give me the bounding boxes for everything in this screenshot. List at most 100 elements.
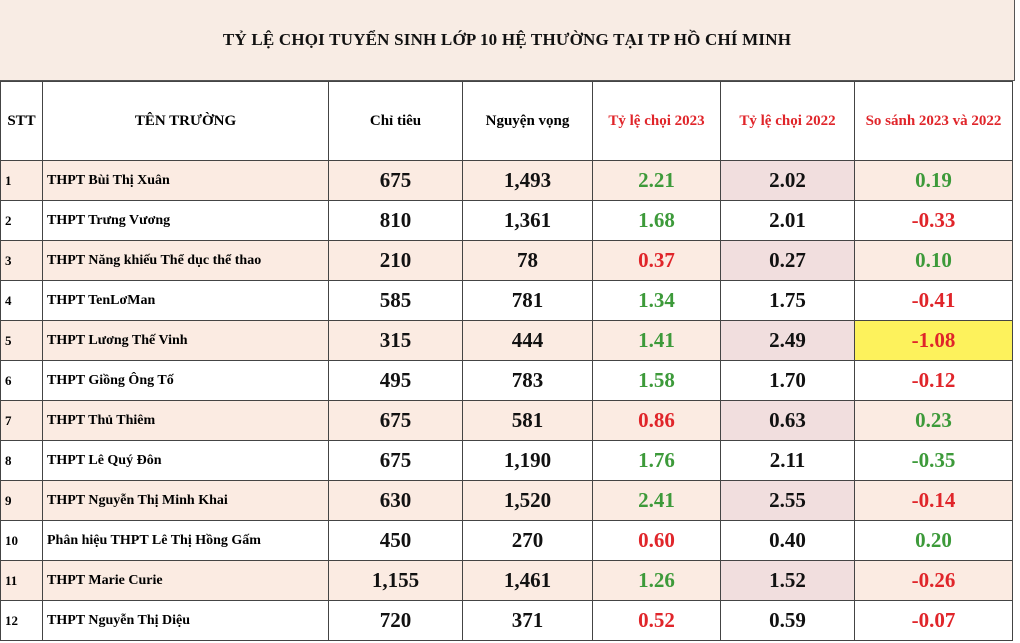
quota-cell[interactable]: 720 (328, 600, 463, 641)
ratio-2023-cell[interactable]: 1.26 (592, 560, 721, 601)
school-name-cell[interactable]: THPT Giồng Ông Tố (42, 360, 329, 401)
wishes-cell[interactable]: 783 (462, 360, 593, 401)
compare-cell[interactable]: 0.10 (854, 240, 1013, 281)
ratio-2022-cell[interactable]: 1.52 (720, 560, 855, 601)
header-stt: STT (0, 81, 43, 161)
school-name-cell[interactable]: THPT TenLơMan (42, 280, 329, 321)
quota-cell[interactable]: 495 (328, 360, 463, 401)
table-row: 1 THPT Bùi Thị Xuân 675 1,493 2.21 2.02 0.19 (0, 160, 1013, 201)
wishes-cell[interactable]: 444 (462, 320, 593, 361)
table-row: 10 Phân hiệu THPT Lê Thị Hồng Gấm 450 270 0.… (0, 520, 1013, 561)
table-row: 9 THPT Nguyễn Thị Minh Khai 630 1,520 2.41 2.… (0, 480, 1013, 521)
row-number-cell[interactable]: 8 (0, 440, 43, 481)
row-number-cell[interactable]: 4 (0, 280, 43, 321)
school-name-cell[interactable]: THPT Thủ Thiêm (42, 400, 329, 441)
ratio-2022-cell[interactable]: 2.55 (720, 480, 855, 521)
compare-cell[interactable]: -1.08 (854, 320, 1013, 361)
wishes-cell[interactable]: 1,361 (462, 200, 593, 241)
table-row: 11 THPT Marie Curie 1,155 1,461 1.26 1.52 -0.2… (0, 560, 1013, 601)
row-number-cell[interactable]: 1 (0, 160, 43, 201)
ratio-2023-cell[interactable]: 2.21 (592, 160, 721, 201)
school-name-cell[interactable]: THPT Bùi Thị Xuân (42, 160, 329, 201)
ratio-2023-cell[interactable]: 1.68 (592, 200, 721, 241)
ratio-2022-cell[interactable]: 0.59 (720, 600, 855, 641)
quota-cell[interactable]: 675 (328, 400, 463, 441)
row-number-cell[interactable]: 5 (0, 320, 43, 361)
ratio-2023-cell[interactable]: 1.34 (592, 280, 721, 321)
compare-cell[interactable]: -0.26 (854, 560, 1013, 601)
school-name-cell[interactable]: THPT Trưng Vương (42, 200, 329, 241)
compare-cell[interactable]: -0.12 (854, 360, 1013, 401)
ratio-2022-cell[interactable]: 0.40 (720, 520, 855, 561)
wishes-cell[interactable]: 1,493 (462, 160, 593, 201)
ratio-2022-cell[interactable]: 1.75 (720, 280, 855, 321)
compare-cell[interactable]: -0.33 (854, 200, 1013, 241)
row-number-cell[interactable]: 7 (0, 400, 43, 441)
school-name-cell[interactable]: THPT Nguyễn Thị Minh Khai (42, 480, 329, 521)
row-number-cell[interactable]: 9 (0, 480, 43, 521)
sheet-title: TỶ LỆ CHỌI TUYỂN SINH LỚP 10 HỆ THƯỜNG T… (0, 0, 1015, 81)
ratio-2022-cell[interactable]: 2.01 (720, 200, 855, 241)
quota-cell[interactable]: 450 (328, 520, 463, 561)
ratio-2023-cell[interactable]: 0.37 (592, 240, 721, 281)
admission-ratio-table: STT TÊN TRƯỜNG Chỉ tiêu Nguyện vọng Tỷ l… (0, 81, 1013, 641)
compare-cell[interactable]: 0.19 (854, 160, 1013, 201)
wishes-cell[interactable]: 781 (462, 280, 593, 321)
quota-cell[interactable]: 810 (328, 200, 463, 241)
quota-cell[interactable]: 210 (328, 240, 463, 281)
wishes-cell[interactable]: 270 (462, 520, 593, 561)
ratio-2023-cell[interactable]: 1.58 (592, 360, 721, 401)
ratio-2023-cell[interactable]: 0.52 (592, 600, 721, 641)
header-quota: Chỉ tiêu (328, 81, 463, 161)
school-name-cell[interactable]: THPT Lương Thế Vinh (42, 320, 329, 361)
compare-cell[interactable]: -0.35 (854, 440, 1013, 481)
quota-cell[interactable]: 585 (328, 280, 463, 321)
table-row: 7 THPT Thủ Thiêm 675 581 0.86 0.63 0.23 (0, 400, 1013, 441)
ratio-2022-cell[interactable]: 2.49 (720, 320, 855, 361)
wishes-cell[interactable]: 1,461 (462, 560, 593, 601)
row-number-cell[interactable]: 10 (0, 520, 43, 561)
header-ratio-2022: Tỷ lệ chọi 2022 (720, 81, 855, 161)
wishes-cell[interactable]: 1,520 (462, 480, 593, 521)
compare-cell[interactable]: 0.23 (854, 400, 1013, 441)
ratio-2022-cell[interactable]: 0.27 (720, 240, 855, 281)
ratio-2023-cell[interactable]: 2.41 (592, 480, 721, 521)
ratio-2023-cell[interactable]: 1.76 (592, 440, 721, 481)
row-number-cell[interactable]: 11 (0, 560, 43, 601)
school-name-cell[interactable]: THPT Lê Quý Đôn (42, 440, 329, 481)
quota-cell[interactable]: 675 (328, 440, 463, 481)
ratio-2023-cell[interactable]: 0.86 (592, 400, 721, 441)
compare-cell[interactable]: -0.14 (854, 480, 1013, 521)
row-number-cell[interactable]: 12 (0, 600, 43, 641)
compare-cell[interactable]: 0.20 (854, 520, 1013, 561)
school-name-cell[interactable]: Phân hiệu THPT Lê Thị Hồng Gấm (42, 520, 329, 561)
table-row: 4 THPT TenLơMan 585 781 1.34 1.75 -0.41 (0, 280, 1013, 321)
header-wishes: Nguyện vọng (462, 81, 593, 161)
wishes-cell[interactable]: 371 (462, 600, 593, 641)
ratio-2023-cell[interactable]: 0.60 (592, 520, 721, 561)
compare-cell[interactable]: -0.07 (854, 600, 1013, 641)
table-row: 5 THPT Lương Thế Vinh 315 444 1.41 2.49 -1.08 (0, 320, 1013, 361)
school-name-cell[interactable]: THPT Năng khiếu Thể dục thể thao (42, 240, 329, 281)
school-name-cell[interactable]: THPT Marie Curie (42, 560, 329, 601)
quota-cell[interactable]: 1,155 (328, 560, 463, 601)
ratio-2023-cell[interactable]: 1.41 (592, 320, 721, 361)
quota-cell[interactable]: 675 (328, 160, 463, 201)
wishes-cell[interactable]: 581 (462, 400, 593, 441)
ratio-2022-cell[interactable]: 1.70 (720, 360, 855, 401)
wishes-cell[interactable]: 1,190 (462, 440, 593, 481)
school-name-cell[interactable]: THPT Nguyễn Thị Diệu (42, 600, 329, 641)
wishes-cell[interactable]: 78 (462, 240, 593, 281)
ratio-2022-cell[interactable]: 0.63 (720, 400, 855, 441)
compare-cell[interactable]: -0.41 (854, 280, 1013, 321)
ratio-2022-cell[interactable]: 2.11 (720, 440, 855, 481)
row-number-cell[interactable]: 2 (0, 200, 43, 241)
ratio-2022-cell[interactable]: 2.02 (720, 160, 855, 201)
header-school-name: TÊN TRƯỜNG (42, 81, 329, 161)
row-number-cell[interactable]: 6 (0, 360, 43, 401)
table-row: 6 THPT Giồng Ông Tố 495 783 1.58 1.70 -0.12 (0, 360, 1013, 401)
quota-cell[interactable]: 315 (328, 320, 463, 361)
row-number-cell[interactable]: 3 (0, 240, 43, 281)
quota-cell[interactable]: 630 (328, 480, 463, 521)
